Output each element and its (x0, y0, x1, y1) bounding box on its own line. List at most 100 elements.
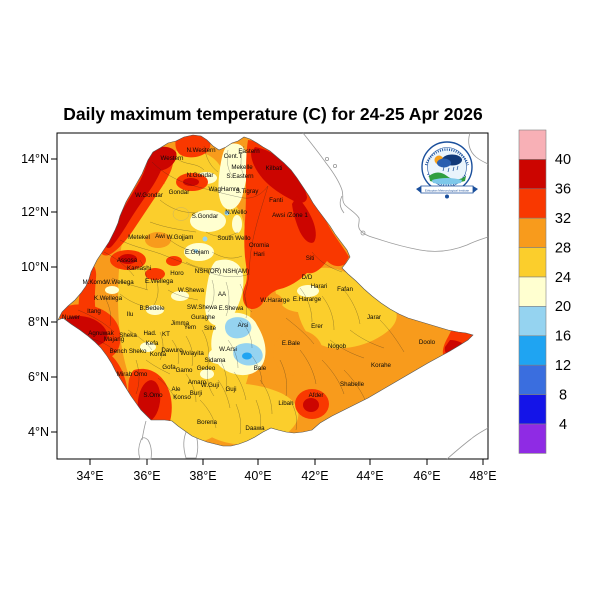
region-label: W.Arsi (219, 346, 237, 353)
region-label: Gofa (162, 364, 176, 371)
region-label: Borena (197, 419, 218, 426)
legend-swatch (518, 247, 547, 278)
page-title: Daily maximum temperature (C) for 24-25 … (63, 104, 483, 124)
region-label: N.Gondar (187, 172, 214, 179)
region-label: Konso (173, 394, 191, 401)
region-label: Siti (306, 255, 315, 262)
y-tick-label: 4°N (28, 425, 49, 439)
y-tick-label: 10°N (21, 260, 49, 274)
region-label: M.Komo (82, 279, 106, 286)
y-tick-label: 12°N (21, 205, 49, 219)
region-label: Guraghe (191, 314, 216, 321)
region-label: WagHamra (208, 186, 240, 193)
region-label: W.Guji (201, 382, 219, 389)
rain-lines-icon (442, 165, 459, 173)
x-tick-label: 44°E (356, 469, 383, 483)
region-label: Kefa (146, 340, 159, 347)
region-label: Cent.T (224, 153, 243, 160)
region-label: Wolayita (180, 350, 204, 357)
legend-value: 28 (555, 240, 571, 256)
region-label: Burji (190, 390, 202, 397)
region-label: E.Hararge (293, 296, 322, 303)
region-label: Guji (225, 386, 236, 393)
region-label: Fanti (269, 197, 283, 204)
region-label: Konta (150, 351, 167, 358)
region-label: W.Wellega (104, 279, 134, 286)
region-label: S.Eastern (226, 173, 254, 180)
region-label: Sidama (205, 357, 227, 364)
region-label: Harari (311, 283, 328, 290)
legend-swatch (518, 217, 547, 248)
region-label: Western (161, 155, 184, 162)
region-label: Metekel (128, 234, 150, 241)
axis-y: 14°N 12°N 10°N 8°N 6°N 4°N (21, 152, 57, 439)
region-label: Amaro (188, 379, 207, 386)
region-label: W.Hararge (260, 297, 290, 304)
legend-value: 20 (555, 299, 571, 315)
legend-swatch (518, 188, 547, 219)
region-label: Eastern (238, 148, 260, 155)
region-label: Oromia (249, 242, 270, 249)
region-label: SW.Shewa (187, 304, 218, 311)
emi-logo: Ethiopian Meteorological Institute (416, 141, 478, 199)
region-label: Horo (170, 270, 184, 277)
x-tick-label: 40°E (244, 469, 271, 483)
logo-institute-name: Ethiopian Meteorological Institute (425, 189, 470, 193)
region-label: N.Wello (225, 209, 247, 216)
region-label: W.Gojjam (167, 234, 194, 241)
region-label: Agnuwak (88, 330, 114, 337)
region-label: Bench Sheko (110, 348, 147, 355)
region-label: Nogob (328, 343, 347, 350)
region-label: Daawa (245, 425, 265, 432)
region-label: Jimma (171, 320, 190, 327)
logo-arc-text (424, 148, 470, 166)
region-label: K.Wellega (94, 295, 123, 302)
legend-value: 8 (559, 387, 567, 403)
legend-swatch (518, 423, 547, 454)
region-label: Awi (155, 233, 165, 240)
region-label: Doolo (419, 339, 436, 346)
region-label: E.Shewa (219, 305, 244, 312)
legend-value: 40 (555, 152, 571, 168)
region-label: Kamashi (127, 265, 151, 272)
legend-swatch (518, 306, 547, 337)
region-label: Gedeo (197, 365, 216, 372)
cloud-icon-small (437, 158, 451, 168)
region-label: Kilbati (266, 165, 283, 172)
region-label: Korahe (371, 362, 392, 369)
region-label: Jarar (367, 314, 381, 321)
legend-value: 4 (559, 417, 567, 433)
zone-boundaries (77, 145, 405, 435)
region-label: Mirab Omo (117, 371, 148, 378)
region-label: Liban (278, 400, 294, 407)
region-label: KT (162, 331, 170, 338)
x-tick-label: 42°E (301, 469, 328, 483)
x-tick-label: 38°E (189, 469, 216, 483)
region-label: AA (218, 291, 227, 298)
region-label: Nuwer (62, 314, 80, 321)
region-label: Gamo (176, 367, 193, 374)
region-label: N.Western (186, 147, 216, 154)
region-label: Hari (253, 251, 264, 258)
region-label: Silte (204, 325, 217, 332)
ethiopia-outline (57, 134, 474, 447)
lake-tana-outline (172, 207, 190, 221)
region-label: Erer (311, 323, 323, 330)
region-label: Bale (254, 365, 267, 372)
legend-swatch (518, 335, 547, 366)
region-label: D/D (302, 274, 313, 281)
x-tick-label: 34°E (76, 469, 103, 483)
legend-swatch (518, 364, 547, 395)
legend-value: 12 (555, 358, 571, 374)
region-label: Itang (87, 308, 101, 315)
region-label: Afder (309, 392, 324, 399)
region-label: S.Gondar (192, 213, 218, 220)
region-label: Sheka (119, 332, 137, 339)
x-tick-label: 36°E (133, 469, 160, 483)
region-label: NSH(AM) (223, 268, 249, 275)
region-label: Shabelle (340, 381, 365, 388)
logo-emblem-dot (445, 194, 449, 199)
region-label: W.Shewa (178, 287, 205, 294)
legend-swatch (518, 276, 547, 307)
